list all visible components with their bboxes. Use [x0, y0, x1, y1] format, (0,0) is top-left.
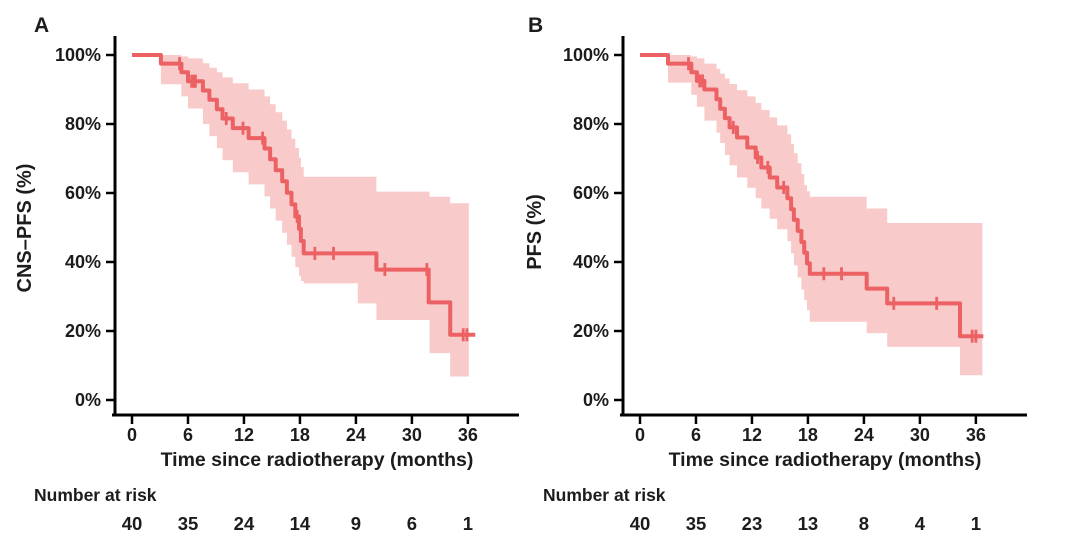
- panel-b-y-tick-label: 80%: [573, 114, 609, 134]
- panel-b-x-tick-label: 18: [798, 425, 818, 445]
- panel-a-risk-count: 9: [351, 513, 361, 534]
- panel-b-risk-count: 1: [971, 513, 981, 534]
- panel-a-y-tick-label: 20%: [65, 321, 101, 341]
- panel-a-x-tick-label: 6: [183, 425, 193, 445]
- panel-a-risk-count: 24: [234, 513, 255, 534]
- panel-b-risk-count: 35: [686, 513, 707, 534]
- panel-b-y-tick-label: 60%: [573, 183, 609, 203]
- panel-b-number-at-risk-label: Number at risk: [543, 485, 666, 505]
- panel-a-y-tick-label: 40%: [65, 252, 101, 272]
- panel-a-risk-count: 1: [463, 513, 473, 534]
- panel-b-x-tick-label: 24: [854, 425, 874, 445]
- panel-a-x-axis-title: Time since radiotherapy (months): [160, 449, 474, 471]
- panel-a-x-tick-label: 30: [402, 425, 422, 445]
- panel-a-number-at-risk-label: Number at risk: [34, 485, 157, 505]
- panel-b-risk-count: 4: [915, 513, 926, 534]
- panel-a-km-curve: [132, 53, 476, 337]
- panel-a-x-tick-label: 12: [234, 425, 254, 445]
- panel-b-risk-count: 13: [798, 513, 819, 534]
- panel-a-risk-count: 40: [122, 513, 143, 534]
- panel-a-risk-count: 6: [407, 513, 417, 534]
- panel-b-x-tick-label: 6: [691, 425, 701, 445]
- panel-a-x-tick-label: 24: [346, 425, 366, 445]
- panel-a-y-axis-title: CNS–PFS (%): [14, 163, 36, 293]
- panel-b-x-axis-title: Time since radiotherapy (months): [668, 449, 982, 471]
- panel-b-x-tick-label: 36: [966, 425, 986, 445]
- panel-b-y-tick-label: 20%: [573, 321, 609, 341]
- panel-a-y-tick-label: 80%: [65, 114, 101, 134]
- panel-a-y-tick-label: 100%: [55, 45, 101, 65]
- panel-b-ci-band: [668, 55, 983, 376]
- panel-b-y-tick-label: 100%: [563, 45, 609, 65]
- panel-a-risk-count: 35: [178, 513, 199, 534]
- panel-a-y-tick-label: 0%: [75, 390, 101, 410]
- panel-b-risk-count: 8: [859, 513, 869, 534]
- panel-a-x-tick-label: 18: [290, 425, 310, 445]
- panel-b-y-axis-title: PFS (%): [524, 194, 546, 270]
- panel-a-x-tick-label: 0: [127, 425, 137, 445]
- panel-b-x-tick-label: 0: [635, 425, 645, 445]
- panel-b-y-tick-label: 40%: [573, 252, 609, 272]
- panel-b-risk-count: 23: [742, 513, 763, 534]
- panel-a-letter: A: [34, 14, 50, 37]
- panel-a-ci-band: [160, 55, 469, 377]
- panel-a-y-tick-label: 60%: [65, 183, 101, 203]
- panel-b-y-tick-label: 0%: [583, 390, 609, 410]
- panel-a-risk-count: 14: [290, 513, 311, 534]
- panel-b-x-tick-label: 12: [742, 425, 762, 445]
- panel-a-x-tick-label: 36: [458, 425, 478, 445]
- panel-b-letter: B: [528, 14, 544, 37]
- panel-b-km-curve: [640, 53, 984, 339]
- panel-b-x-tick-label: 30: [910, 425, 930, 445]
- panel-b-risk-count: 40: [630, 513, 651, 534]
